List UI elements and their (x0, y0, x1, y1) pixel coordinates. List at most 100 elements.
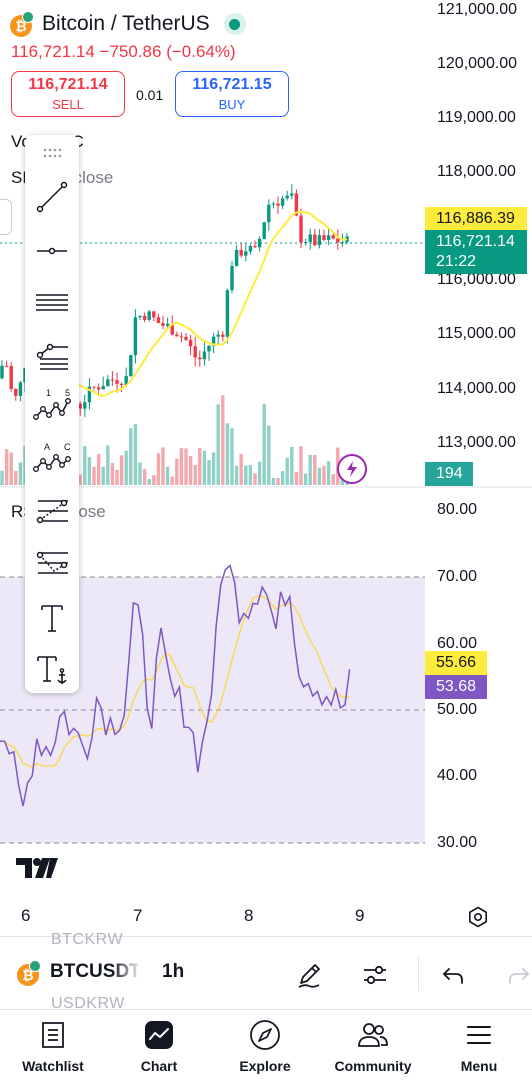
text-tool[interactable] (32, 598, 72, 638)
trend-line-tool[interactable] (32, 177, 72, 217)
sell-button[interactable]: 116,721.14 SELL (11, 71, 125, 117)
volume-bar (179, 448, 184, 485)
hamburger-menu-icon (462, 1018, 496, 1052)
candle-body (331, 235, 335, 239)
candle-body (253, 246, 257, 248)
sliders-icon (364, 965, 386, 985)
undo-button[interactable] (434, 955, 474, 995)
volume-bar (92, 466, 96, 485)
price-axis-tick: 113,000.00 (437, 434, 516, 451)
volume-bar (221, 395, 225, 485)
bottom-navigation: Watchlist Chart Explore Community Menu (0, 1009, 532, 1080)
symbol-row[interactable]: ₿ Bitcoin / TetherUS (10, 9, 246, 39)
volume-bar (78, 474, 82, 485)
candle-body (147, 311, 151, 320)
nav-chart[interactable]: Chart (106, 1010, 212, 1080)
candle-body (110, 379, 115, 381)
volume-bar (119, 455, 124, 485)
chart-icon (142, 1018, 176, 1052)
fib-retracement-tool[interactable] (32, 491, 72, 531)
volume-bar (267, 425, 271, 485)
candle-body (23, 367, 27, 383)
candle-body (124, 376, 128, 386)
timeframe-selector[interactable]: 1h (162, 961, 185, 982)
buy-button[interactable]: 116,721.15 BUY (175, 71, 289, 117)
candle-body (248, 246, 253, 252)
candle-body (303, 242, 308, 244)
nav-explore[interactable]: Explore (212, 1010, 318, 1080)
nav-menu[interactable]: Menu (426, 1010, 532, 1080)
candle-body (0, 365, 4, 379)
pitchfork-tool[interactable] (32, 335, 72, 375)
chart-area[interactable]: ₿ Bitcoin / TetherUS 116,721.14 −750.86 … (0, 0, 532, 935)
symbol-title[interactable]: Bitcoin / TetherUS (42, 12, 210, 35)
volume-bar (276, 478, 280, 485)
community-icon (356, 1018, 390, 1052)
volume-bar (129, 428, 133, 485)
trend-line-icon (36, 181, 68, 213)
volume-bar (193, 464, 197, 485)
volume-bar (106, 445, 110, 485)
lightning-icon[interactable] (337, 454, 367, 484)
bitcoin-coin-icon: ₿ (17, 960, 43, 986)
nav-menu-label: Menu (460, 1058, 498, 1074)
volume-bar (313, 454, 317, 485)
spread-value: 0.01 (136, 87, 164, 103)
horizontal-ray-tool[interactable] (32, 231, 72, 271)
candle-body (133, 317, 138, 356)
watchlist-icon (36, 1018, 70, 1052)
drawing-mode-button[interactable] (289, 955, 329, 995)
toolbar-divider (418, 957, 419, 991)
candle-body (96, 387, 101, 390)
volume-bar (326, 461, 331, 485)
parallel-channel-tool[interactable] (32, 283, 72, 323)
fib-extension-tool[interactable] (32, 543, 72, 583)
rsi-value-label: 53.68 (425, 675, 487, 699)
volume-bar (165, 466, 170, 485)
price-change: 116,721.14 −750.86 (−0.64%) (11, 42, 236, 61)
volume-bar (175, 458, 179, 485)
candle-body (285, 195, 289, 199)
time-axis-tick: 8 (244, 906, 254, 925)
next-symbol[interactable]: USDKRW (51, 995, 125, 1012)
price-axis-tick: 118,000.00 (437, 163, 516, 180)
anchored-text-tool[interactable] (32, 650, 72, 690)
sma-line (57, 210, 348, 398)
nav-community[interactable]: Community (320, 1010, 426, 1080)
chart-settings-icon[interactable] (467, 906, 489, 928)
undo-icon (443, 968, 463, 984)
volume-bar (322, 465, 326, 485)
pitchfork-icon (36, 343, 68, 370)
candle-body (257, 238, 262, 248)
volume-bar (138, 462, 142, 485)
drag-handle-icon[interactable] (42, 147, 62, 159)
candle-body (262, 222, 266, 239)
volume-value-label: 194 (425, 462, 473, 486)
sell-label: SELL (52, 97, 84, 112)
fib-extension-icon (36, 551, 68, 574)
nav-watchlist[interactable]: Watchlist (0, 1010, 106, 1080)
buy-price: 116,721.15 (192, 76, 272, 93)
candle-body (230, 266, 234, 291)
fib-retracement-icon (36, 499, 68, 524)
collapse-legend-button[interactable] (0, 199, 12, 235)
price-axis-tick: 116,000.00 (437, 271, 516, 288)
time-axis-tick: 7 (133, 906, 143, 925)
volume-bar (216, 404, 220, 485)
candle-body (170, 323, 174, 335)
last-price-value: 116,721.14 (436, 233, 515, 250)
candle-body (294, 193, 299, 216)
previous-symbol[interactable]: BTCKRW (51, 931, 124, 948)
candle-body (267, 204, 271, 223)
candle-body (313, 234, 317, 246)
redo-button[interactable] (505, 955, 532, 995)
candle-body (119, 383, 124, 386)
volume-bar (280, 471, 285, 485)
horizontal-ray-icon (37, 247, 67, 255)
indicators-button[interactable] (355, 955, 395, 995)
volume-bar (202, 450, 207, 485)
volume-bar (14, 471, 18, 485)
text-icon (41, 605, 63, 632)
